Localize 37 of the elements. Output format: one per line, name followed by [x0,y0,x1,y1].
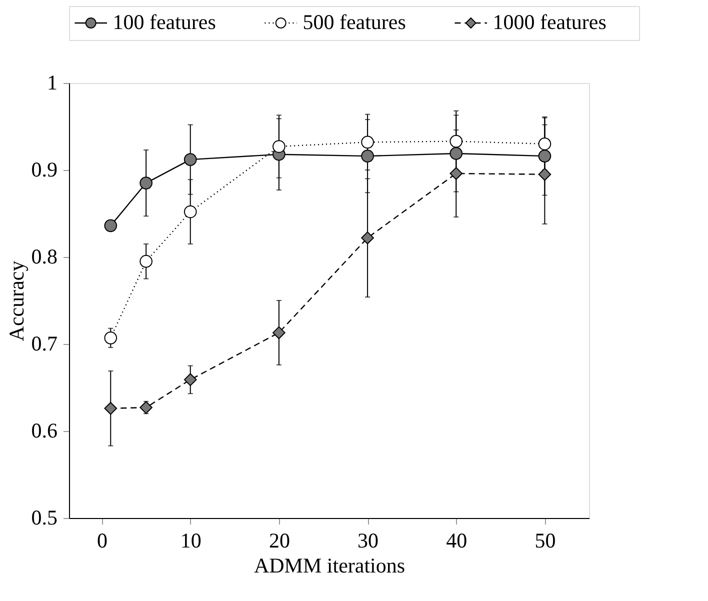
point [104,332,118,344]
point [140,254,152,268]
point [272,140,286,153]
point [104,402,118,415]
x-tick-label: 30 [358,528,379,552]
x-tick-label: 0 [97,528,108,552]
point [450,134,463,148]
y-tick-label: 0.5 [31,506,58,530]
y-tick-label: 0.8 [31,244,58,268]
point [140,401,152,414]
y-tick-label: 1 [47,70,58,94]
y-tick-label: 0.9 [31,158,58,182]
y-tick-label: 0.6 [31,418,58,442]
point [538,150,552,162]
point [104,219,118,232]
x-tick-label: 10 [180,528,202,552]
point [140,176,152,190]
y-axis-title: Accuracy [4,260,28,342]
y-tick-label: 0.7 [31,332,58,356]
point [361,231,374,244]
point [538,137,552,150]
point [361,150,374,162]
point [184,373,197,386]
point [361,136,374,149]
x-tick-label: 50 [534,528,556,552]
x-tick-label: 20 [268,528,290,552]
point [450,167,463,180]
point [538,168,552,181]
point [272,326,286,340]
legend-label: 500 features [302,10,406,34]
point [184,153,197,166]
point [450,147,463,160]
x-tick-label: 40 [446,528,468,552]
legend-label: 100 features [112,10,216,34]
point [184,205,197,218]
legend-label: 1000 features [492,10,606,34]
x-axis-title: ADMM iterations [254,554,406,578]
